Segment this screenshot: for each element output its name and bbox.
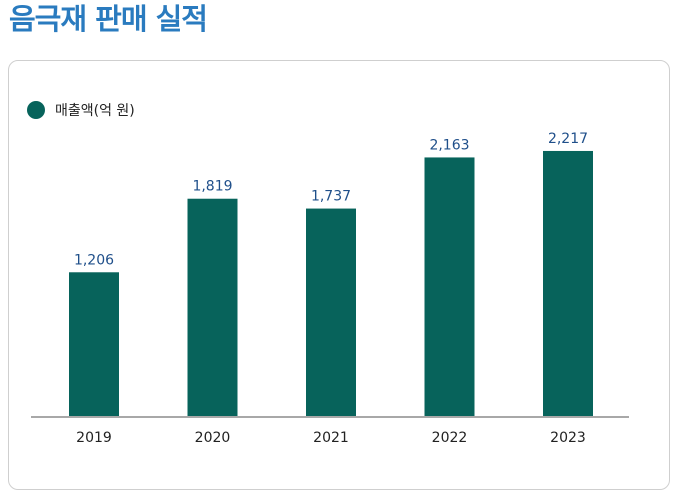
legend-label: 매출액(억 원) (55, 103, 135, 119)
bars-group (69, 150, 593, 417)
value-label-2019: 1,206 (74, 252, 114, 268)
x-tick-2022: 2022 (432, 430, 468, 446)
value-label-2021: 1,737 (311, 189, 351, 205)
x-tick-labels-group: 2019 2020 2021 2022 2023 (76, 430, 586, 446)
value-label-2022: 2,163 (429, 137, 469, 153)
value-label-2020: 1,819 (192, 179, 232, 195)
bar-2020 (187, 198, 238, 417)
x-tick-2019: 2019 (76, 430, 112, 446)
bar-2022 (424, 157, 475, 417)
bar-2019 (69, 272, 119, 417)
x-tick-2023: 2023 (550, 430, 586, 446)
x-tick-2021: 2021 (313, 430, 349, 446)
page-title: 음극재 판매 실적 (9, 2, 208, 36)
value-labels-group: 1,206 1,819 1,737 2,163 2,217 (74, 131, 588, 268)
chart-card: 매출액(억 원) 1,206 1,819 1,737 2,163 2,217 2019 2… (8, 60, 670, 490)
bar-2021 (306, 208, 356, 417)
x-tick-2020: 2020 (195, 430, 231, 446)
bar-2023 (543, 150, 593, 417)
legend-swatch (27, 101, 45, 119)
value-label-2023: 2,217 (548, 131, 588, 147)
legend: 매출액(억 원) (27, 100, 135, 120)
